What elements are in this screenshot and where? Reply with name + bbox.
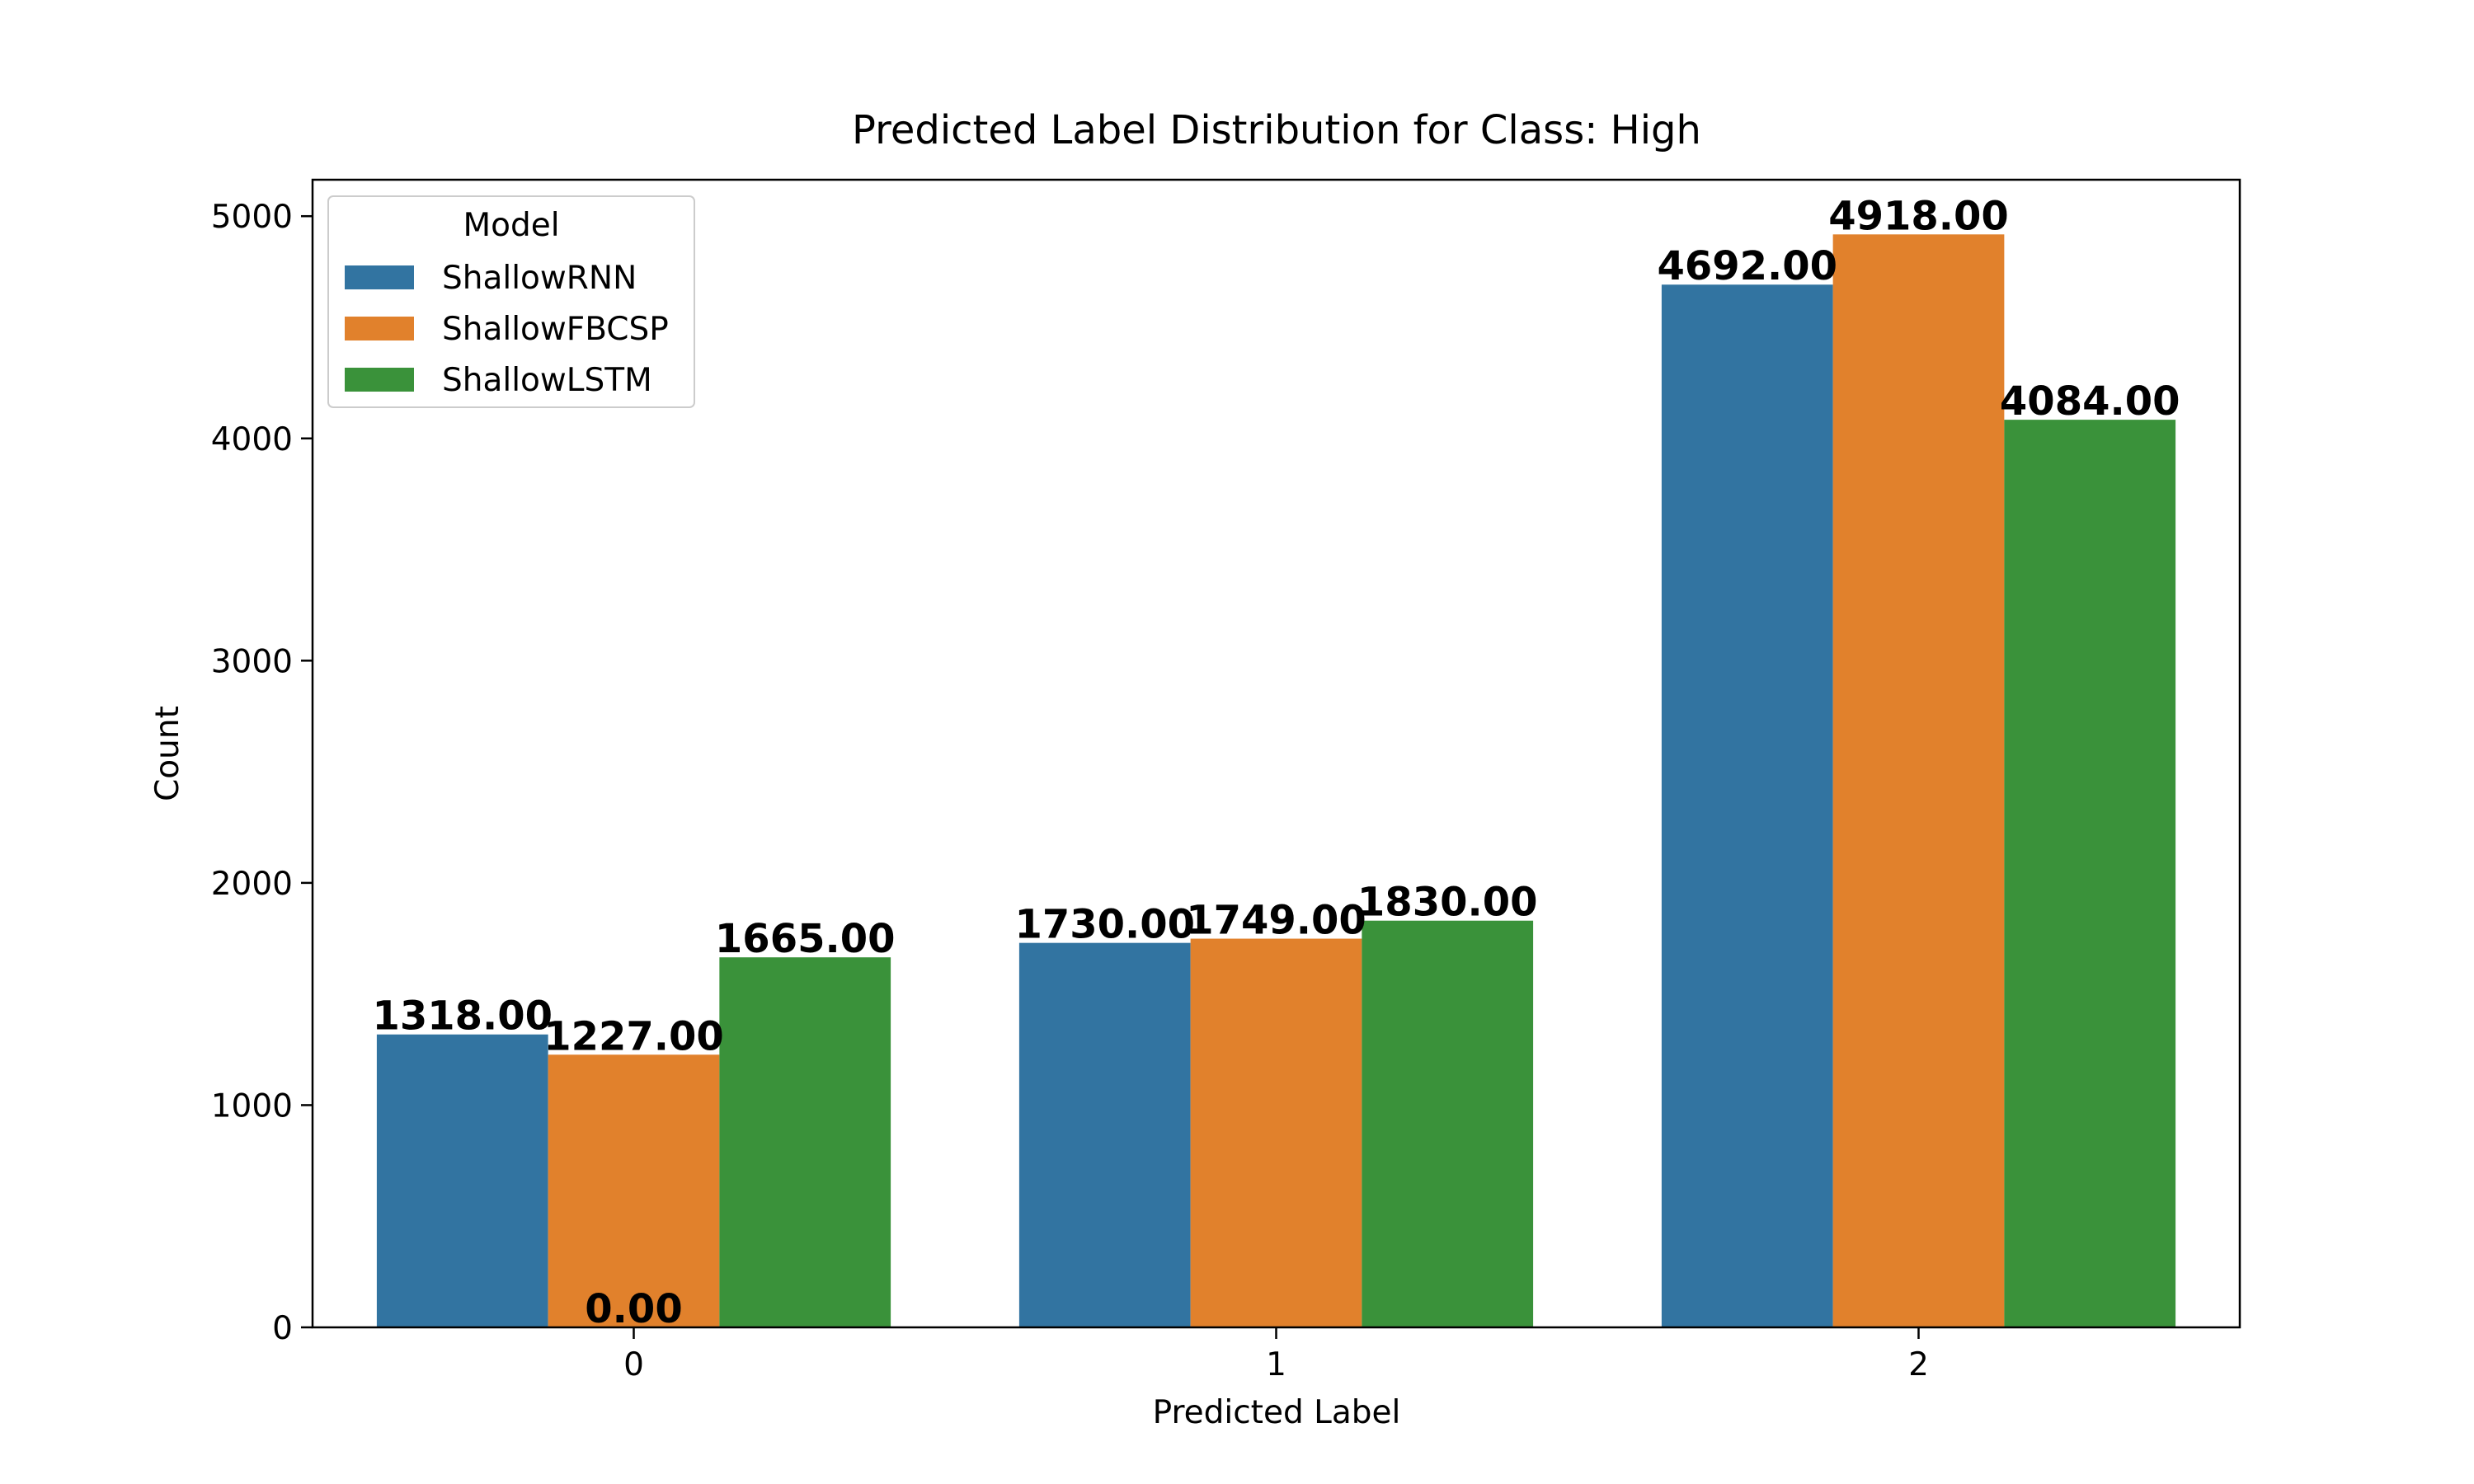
- legend-label-shallowrnn: ShallowRNN: [442, 260, 637, 297]
- data-label-shallowrnn-1: 1730.00: [1014, 902, 1195, 948]
- bar-shallowrnn-2: [1661, 284, 1833, 1328]
- y-axis-label: Count: [149, 706, 186, 801]
- ticks-layer: 0 1000 2000 3000 4000 5000 0 1 2: [211, 199, 1929, 1383]
- legend-box: [327, 195, 695, 408]
- legend: Model ShallowRNN ShallowFBCSP ShallowLSTM: [327, 195, 695, 408]
- data-label-shallowlstm-0: 1665.00: [715, 916, 896, 962]
- data-label-shallowrnn-0: 1318.00: [372, 993, 553, 1040]
- legend-swatch-shallowrnn: [345, 265, 414, 289]
- bars-layer: [376, 234, 2176, 1328]
- bar-shallowlstm-2: [2004, 420, 2176, 1327]
- bar-shallowlstm-1: [1362, 920, 1534, 1327]
- legend-items: ShallowRNN ShallowFBCSP ShallowLSTM: [345, 260, 669, 399]
- y-tick-label-3000: 3000: [211, 643, 293, 680]
- data-label-shallowfbcsp-0: 1227.00: [543, 1013, 724, 1059]
- y-tick-label-2000: 2000: [211, 866, 293, 903]
- legend-label-shallowfbcsp: ShallowFBCSP: [442, 311, 669, 348]
- data-label-shallowlstm-2: 4084.00: [2000, 378, 2180, 425]
- bar-shallowrnn-0: [376, 1034, 548, 1327]
- bar-shallowfbcsp-1: [1190, 938, 1362, 1327]
- legend-label-shallowlstm: ShallowLSTM: [442, 362, 652, 399]
- bar-shallowrnn-1: [1018, 942, 1191, 1327]
- plot-frame: [311, 178, 2241, 1329]
- x-tick-label-1: 1: [1266, 1346, 1286, 1383]
- data-label-shallowrnn-2: 4692.00: [1657, 243, 1837, 289]
- x-axis-label: Predicted Label: [1153, 1394, 1401, 1431]
- bar-shallowlstm-0: [719, 957, 891, 1327]
- data-label-zero: 0.00: [585, 1286, 682, 1332]
- x-tick-label-2: 2: [1908, 1346, 1929, 1383]
- bar-shallowfbcsp-0: [548, 1054, 720, 1327]
- data-label-shallowlstm-1: 1830.00: [1357, 880, 1538, 926]
- x-tick-label-0: 0: [623, 1346, 644, 1383]
- y-tick-label-1000: 1000: [211, 1087, 293, 1125]
- legend-swatch-shallowlstm: [345, 368, 414, 392]
- legend-title: Model: [463, 207, 559, 244]
- y-tick-label-0: 0: [272, 1310, 293, 1347]
- bar-shallowfbcsp-2: [1832, 234, 2005, 1327]
- legend-swatch-shallowfbcsp: [345, 317, 414, 340]
- data-label-shallowfbcsp-2: 4918.00: [1828, 193, 2009, 239]
- y-tick-label-4000: 4000: [211, 421, 293, 458]
- data-label-shallowfbcsp-1: 1749.00: [1186, 898, 1366, 944]
- data-labels-layer: 1318.00 1730.00 4692.00 1227.00 1749.00 4918.…: [372, 193, 2180, 1332]
- y-tick-label-5000: 5000: [211, 199, 293, 236]
- chart-title: Predicted Label Distribution for Class: …: [852, 107, 1701, 153]
